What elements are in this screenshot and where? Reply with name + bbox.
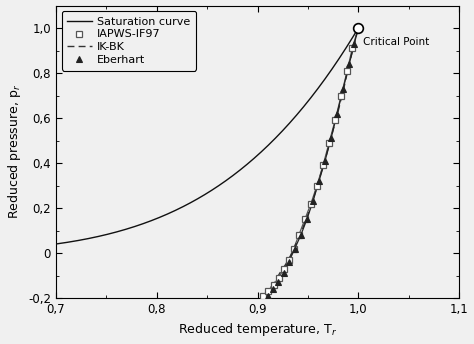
Saturation curve: [356, 26, 361, 30]
IK-BK: [317, 174, 323, 179]
Saturation curve: [327, 70, 333, 74]
IAPWS-IF97: [286, 258, 292, 262]
IK-BK: [272, 280, 277, 284]
Eberhart: [275, 280, 281, 284]
X-axis label: Reduced temperature, T$_r$: Reduced temperature, T$_r$: [178, 321, 337, 338]
Line: IK-BK: IK-BK: [264, 28, 358, 296]
IAPWS-IF97: [356, 26, 361, 30]
IAPWS-IF97: [332, 118, 338, 122]
IK-BK: [311, 195, 317, 199]
IK-BK: [293, 242, 299, 246]
Text: Critical Point: Critical Point: [364, 37, 429, 47]
IAPWS-IF97: [308, 202, 314, 206]
IK-BK: [329, 132, 335, 136]
Saturation curve: [233, 171, 239, 175]
IAPWS-IF97: [314, 183, 320, 187]
IK-BK: [335, 109, 341, 114]
Eberhart: [316, 179, 322, 183]
IAPWS-IF97: [349, 46, 355, 50]
IK-BK: [277, 271, 283, 275]
IK-BK: [305, 213, 311, 217]
IK-BK: [299, 228, 305, 233]
IK-BK: [351, 42, 357, 46]
Eberhart: [298, 233, 304, 237]
Eberhart: [270, 287, 275, 291]
Eberhart: [265, 294, 271, 298]
Saturation curve: [54, 242, 60, 246]
IAPWS-IF97: [345, 69, 350, 73]
Saturation curve: [232, 172, 238, 176]
IAPWS-IF97: [271, 282, 276, 287]
Eberhart: [356, 26, 361, 30]
Legend: Saturation curve, IAPWS-IF97, IK-BK, Eberhart: Saturation curve, IAPWS-IF97, IK-BK, Ebe…: [62, 11, 196, 71]
IAPWS-IF97: [326, 141, 332, 145]
IK-BK: [341, 85, 347, 89]
IAPWS-IF97: [281, 267, 287, 271]
IAPWS-IF97: [260, 294, 265, 298]
Eberhart: [351, 42, 357, 46]
Line: Saturation curve: Saturation curve: [56, 28, 358, 244]
IK-BK: [261, 294, 266, 298]
Eberhart: [346, 62, 352, 66]
Saturation curve: [53, 242, 59, 246]
Line: IAPWS-IF97: IAPWS-IF97: [259, 25, 361, 299]
Line: Eberhart: Eberhart: [264, 25, 361, 299]
IK-BK: [323, 154, 329, 158]
IK-BK: [288, 253, 293, 257]
Eberhart: [328, 136, 334, 140]
Eberhart: [310, 199, 316, 203]
IK-BK: [346, 62, 352, 66]
IAPWS-IF97: [338, 94, 344, 98]
Eberhart: [286, 260, 292, 264]
Eberhart: [281, 271, 287, 275]
IAPWS-IF97: [320, 163, 326, 167]
Eberhart: [304, 217, 310, 221]
Eberhart: [292, 246, 298, 250]
Saturation curve: [308, 96, 314, 100]
Saturation curve: [238, 167, 244, 171]
IK-BK: [267, 287, 273, 291]
IK-BK: [283, 262, 289, 266]
IAPWS-IF97: [291, 246, 297, 250]
Eberhart: [340, 87, 346, 91]
IAPWS-IF97: [265, 289, 271, 293]
Eberhart: [322, 159, 328, 163]
IAPWS-IF97: [302, 217, 308, 221]
Y-axis label: Reduced pressure, p$_r$: Reduced pressure, p$_r$: [6, 84, 23, 219]
Eberhart: [334, 111, 340, 116]
IAPWS-IF97: [296, 233, 301, 237]
IAPWS-IF97: [276, 276, 282, 280]
IK-BK: [356, 26, 361, 30]
